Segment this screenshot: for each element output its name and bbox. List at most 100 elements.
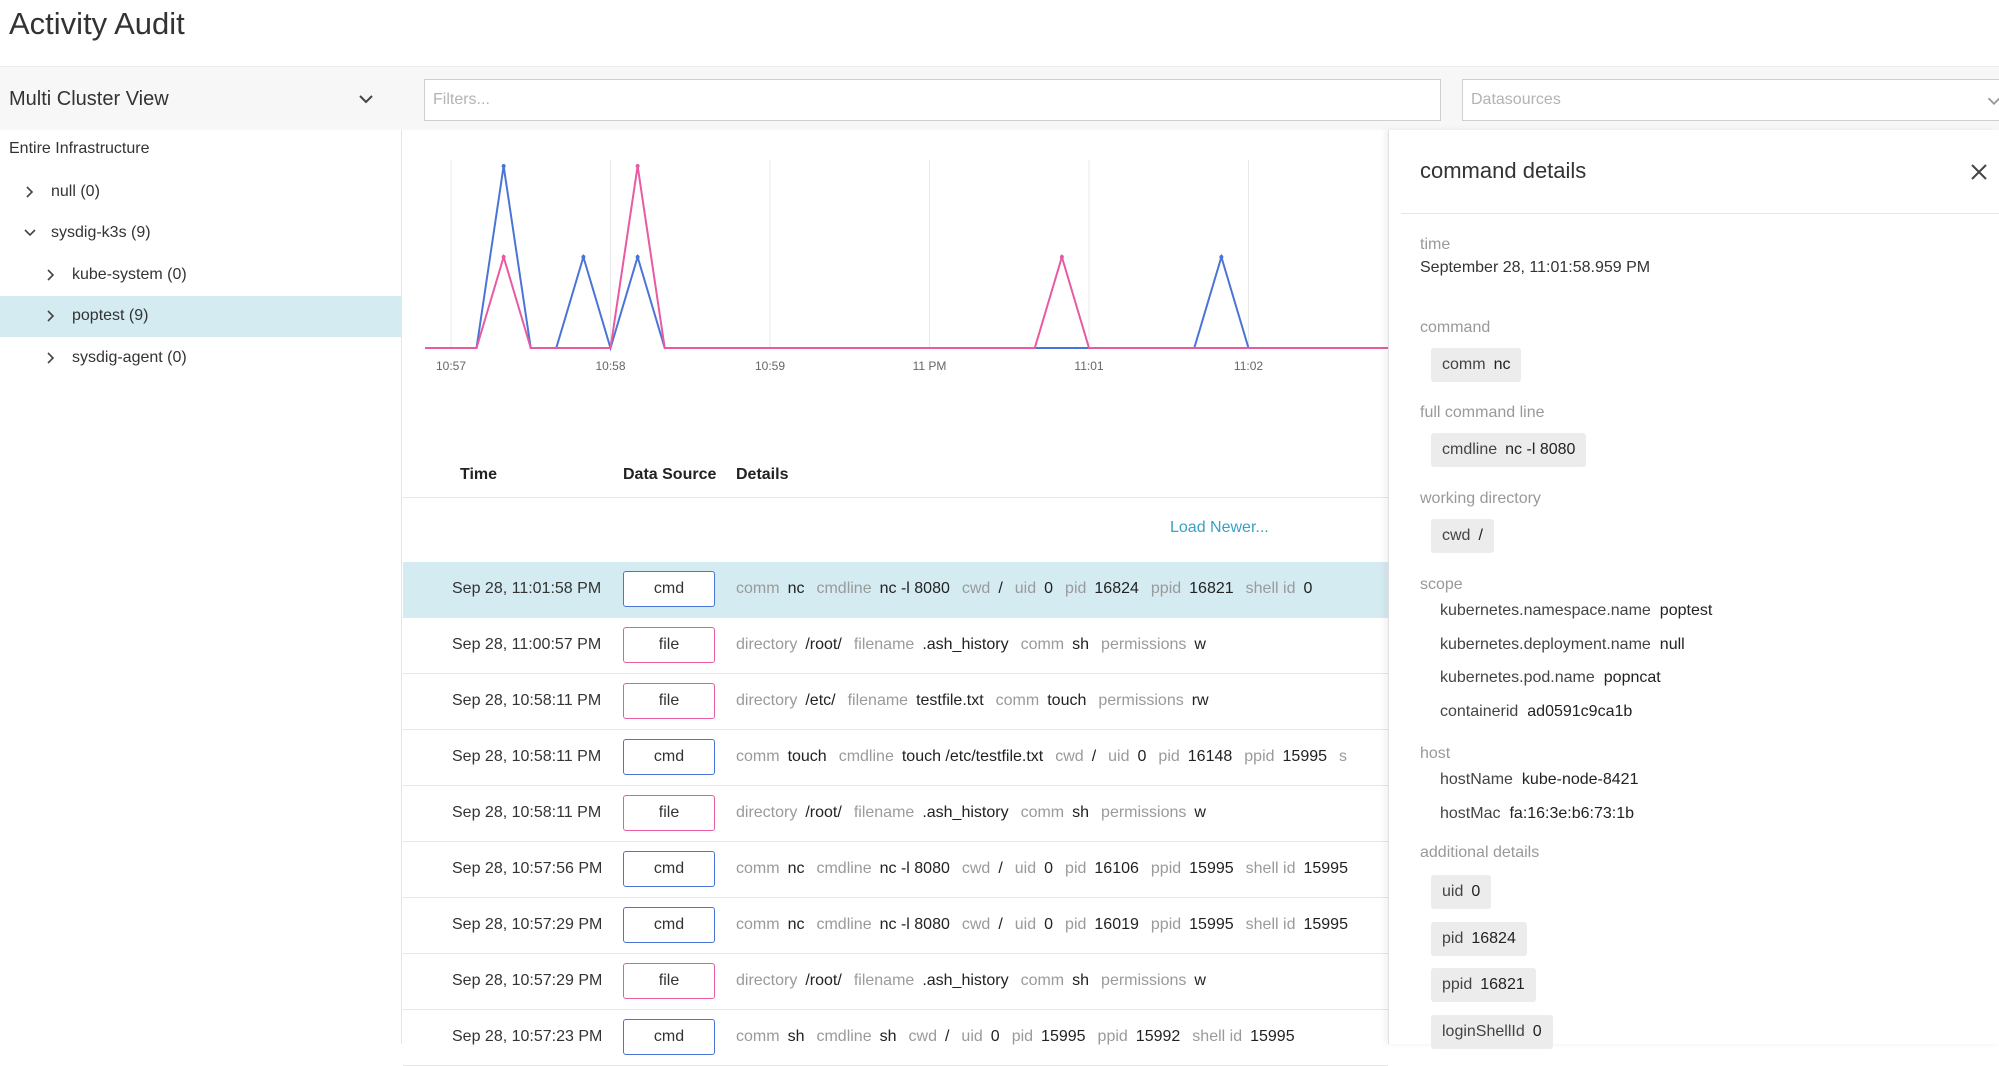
- row-details: directory/root/filename .ash_history comm s…: [736, 804, 1218, 822]
- x-tick-label: 11 PM: [913, 359, 947, 373]
- tree-item[interactable]: null (0): [0, 171, 401, 212]
- chart-point[interactable]: [581, 255, 586, 259]
- detail-value: nc: [787, 580, 805, 597]
- detail-value: kube-node-8421: [1521, 771, 1639, 788]
- datasources-dropdown[interactable]: Datasources: [1462, 79, 1999, 121]
- chevron-down-icon[interactable]: [23, 226, 37, 240]
- column-header-time[interactable]: Time: [460, 466, 498, 483]
- detail-key: comm: [736, 860, 780, 877]
- detail-key: cwd: [1055, 748, 1084, 765]
- data-source-badge: cmd: [623, 907, 715, 943]
- x-tick-label: 10:58: [595, 359, 625, 373]
- cwd-chip[interactable]: cwd /: [1431, 519, 1494, 553]
- chart-point[interactable]: [635, 255, 640, 259]
- detail-value: 15995: [1282, 748, 1328, 765]
- detail-value: /root/: [805, 636, 842, 653]
- cluster-view-label: Multi Cluster View: [9, 87, 169, 110]
- row-time: Sep 28, 10:57:29 PM: [452, 916, 603, 933]
- detail-chip[interactable]: loginShellId 0: [1431, 1014, 1553, 1049]
- table-row[interactable]: Sep 28, 10:57:56 PM cmd comm nc cmdline nc -l…: [403, 842, 1388, 898]
- detail-key: pid: [1442, 929, 1464, 947]
- table-row[interactable]: Sep 28, 10:58:11 PM cmd comm touch cmdline to…: [403, 730, 1388, 786]
- table-row[interactable]: Sep 28, 11:00:57 PM file directory/root/fi…: [403, 618, 1388, 674]
- row-details: comm nc cmdline nc -l 8080 cwd / uid 0 pid 16019 p…: [736, 916, 1360, 934]
- detail-key: kubernetes.deployment.name: [1440, 635, 1651, 653]
- detail-value: nc -l 8080: [879, 580, 950, 597]
- column-header-data-source[interactable]: Data Source: [623, 466, 717, 483]
- time-label: time: [1420, 236, 1451, 253]
- cluster-view-dropdown[interactable]: Multi Cluster View: [0, 67, 402, 131]
- chevron-right-icon[interactable]: [44, 309, 58, 323]
- tree-item[interactable]: poptest (9): [0, 295, 401, 337]
- detail-value: touch: [1047, 692, 1087, 709]
- detail-value: sh: [787, 1028, 805, 1045]
- table-row[interactable]: Sep 28, 11:01:58 PM cmd comm nc cmdline nc -l…: [403, 562, 1388, 618]
- detail-value: popncat: [1603, 669, 1661, 686]
- tree-item[interactable]: sysdig-agent (0): [0, 337, 401, 378]
- detail-key: ppid: [1150, 860, 1182, 877]
- detail-value: nc -l 8080: [879, 916, 950, 933]
- detail-key: containerid: [1440, 702, 1519, 720]
- command-label: command: [1420, 319, 1491, 336]
- cmdline-chip[interactable]: cmdline nc -l 8080: [1431, 433, 1587, 467]
- data-source-badge: file: [623, 963, 715, 999]
- row-details: directory/root/filename .ash_history comm s…: [736, 636, 1218, 654]
- top-bar: Multi Cluster View Datasources: [0, 66, 1999, 130]
- detail-key: cmdline: [816, 1028, 872, 1045]
- detail-key: ppid: [1442, 976, 1473, 993]
- chevron-right-icon[interactable]: [44, 351, 58, 365]
- detail-value: fa:16:3e:b6:73:1b: [1509, 804, 1635, 822]
- chevron-right-icon[interactable]: [23, 185, 37, 199]
- chart-point[interactable]: [1219, 255, 1224, 259]
- detail-key: directory: [736, 692, 798, 709]
- detail-key: comm: [736, 580, 780, 597]
- detail-value: /root/: [805, 804, 842, 821]
- chart-point[interactable]: [501, 255, 506, 259]
- row-time: Sep 28, 10:58:11 PM: [452, 748, 602, 765]
- detail-value: /etc/: [805, 692, 836, 709]
- table-row[interactable]: Sep 28, 10:57:29 PM cmd comm nc cmdline nc -l…: [403, 898, 1388, 954]
- column-header-details[interactable]: Details: [736, 466, 789, 483]
- detail-value: testfile.txt: [916, 692, 984, 709]
- detail-value: 16824: [1471, 929, 1516, 947]
- detail-value: 0: [1044, 916, 1054, 933]
- row-time: Sep 28, 10:57:29 PM: [452, 972, 603, 989]
- tree-item[interactable]: kube-system (0): [0, 254, 401, 295]
- table-row[interactable]: Sep 28, 10:57:23 PM cmd comm sh cmdline sh cwd…: [403, 1010, 1388, 1066]
- detail-key: cwd: [961, 916, 991, 933]
- tree-root-entire-infrastructure[interactable]: Entire Infrastructure: [9, 140, 150, 157]
- close-icon[interactable]: [1969, 162, 1989, 182]
- detail-key: kubernetes.namespace.name: [1440, 602, 1651, 619]
- detail-chip[interactable]: ppid 16821: [1431, 968, 1536, 1002]
- detail-key: shell id: [1245, 580, 1296, 597]
- datasources-placeholder: Datasources: [1471, 91, 1561, 108]
- command-chip[interactable]: comm nc: [1431, 348, 1522, 382]
- detail-key: cmdline: [816, 860, 872, 877]
- filters-input[interactable]: [424, 79, 1441, 121]
- detail-value: 0: [990, 1028, 1000, 1045]
- detail-value: nc -l 8080: [879, 860, 950, 877]
- tree-item-label: kube-system (0): [72, 265, 187, 283]
- table-row[interactable]: Sep 28, 10:58:11 PM file directory/root/fi…: [403, 786, 1388, 842]
- detail-key: permissions: [1101, 804, 1187, 821]
- detail-key: uid: [1014, 860, 1037, 877]
- cwd-label: working directory: [1420, 490, 1541, 507]
- detail-chip[interactable]: uid 0: [1431, 875, 1492, 909]
- table-row[interactable]: Sep 28, 10:58:11 PM file directory/etc/fil…: [403, 674, 1388, 730]
- chart-point[interactable]: [635, 164, 640, 168]
- table-header: Time Data Source Details: [403, 456, 1388, 498]
- table-row[interactable]: Sep 28, 10:57:29 PM file directory/root/fi…: [403, 954, 1388, 1010]
- panel-title: command details: [1420, 158, 1587, 183]
- load-newer-link[interactable]: Load Newer...: [1170, 519, 1269, 536]
- tree-item[interactable]: sysdig-k3s (9): [0, 213, 401, 254]
- cmdline-label: full command line: [1420, 404, 1545, 421]
- detail-chip[interactable]: pid 16824: [1431, 921, 1527, 956]
- detail-key: comm: [736, 916, 780, 933]
- detail-key: cmdline: [816, 916, 872, 933]
- chevron-right-icon[interactable]: [44, 268, 58, 282]
- chart-point[interactable]: [1059, 255, 1064, 259]
- chart-point[interactable]: [501, 164, 506, 168]
- chevron-down-icon: [359, 95, 373, 104]
- chip-value: nc: [1493, 356, 1511, 373]
- detail-value: poptest: [1659, 602, 1713, 619]
